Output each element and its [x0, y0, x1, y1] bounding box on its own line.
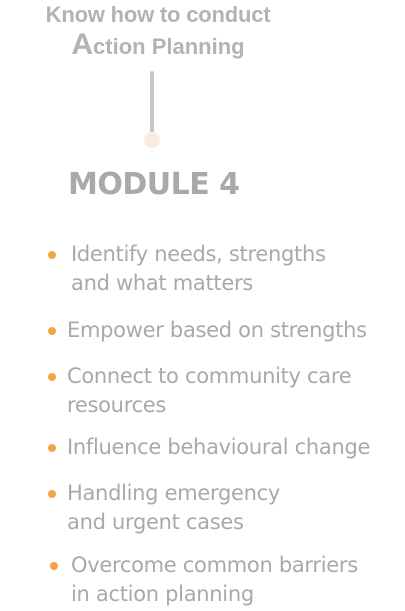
heading-line-2-rest: ction Planning	[93, 34, 245, 59]
list-item: Handling emergency and urgent cases	[67, 479, 280, 537]
bullet-icon	[48, 373, 56, 381]
timeline-connector-dot	[144, 132, 160, 148]
timeline-connector-line	[150, 71, 154, 133]
bullet-icon	[48, 444, 56, 452]
list-item: Empower based on strengths	[67, 316, 367, 345]
heading-line-2: Action Planning	[0, 30, 316, 62]
list-item-line-2: resources	[67, 393, 167, 417]
list-item: Connect to community care resources	[67, 362, 352, 420]
heading-drop-letter: A	[71, 28, 94, 61]
list-item-line-2: in action planning	[71, 582, 254, 606]
list-item-line-1: Empower based on strengths	[67, 318, 367, 342]
list-item-line-2: and urgent cases	[67, 510, 244, 534]
module-title: MODULE 4	[68, 167, 240, 202]
list-item-line-1: Identify needs, strengths	[71, 242, 326, 266]
list-item: Influence behavioural change	[67, 433, 370, 462]
list-item-line-2: and what matters	[71, 271, 253, 295]
list-item: Identify needs, strengths and what matte…	[71, 240, 326, 298]
bullet-icon	[48, 327, 56, 335]
list-item-line-1: Overcome common barriers	[71, 553, 358, 577]
list-item-line-1: Connect to community care	[67, 364, 352, 388]
bullet-icon	[48, 490, 56, 498]
bullet-icon	[48, 251, 56, 259]
list-item-line-1: Influence behavioural change	[67, 435, 371, 459]
heading-line-1: Know how to conduct	[45, 2, 271, 27]
page-heading: Know how to conduct Action Planning	[0, 0, 316, 62]
list-item-line-1: Handling emergency	[67, 481, 280, 505]
list-item: Overcome common barriers in action plann…	[71, 551, 358, 609]
bullet-icon	[50, 562, 58, 570]
